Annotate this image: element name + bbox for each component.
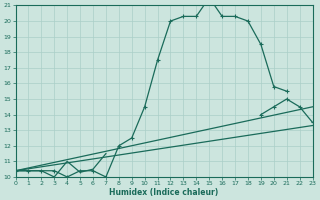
X-axis label: Humidex (Indice chaleur): Humidex (Indice chaleur) bbox=[109, 188, 219, 197]
